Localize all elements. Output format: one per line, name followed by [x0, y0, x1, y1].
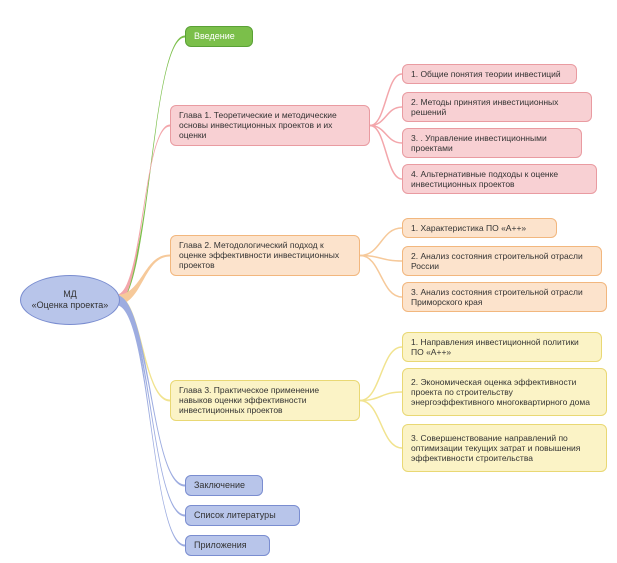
- branch-node-3: Глава 3. Практическое применение навыков…: [170, 380, 360, 421]
- child-node-2-1-label: 2. Анализ состояния строительной отрасли…: [411, 251, 593, 271]
- edge-3-2: [360, 401, 402, 449]
- child-node-1-0-label: 1. Общие понятия теории инвестиций: [411, 69, 561, 79]
- child-node-1-1-label: 2. Методы принятия инвестиционных решени…: [411, 97, 583, 117]
- root-label: МД «Оценка проекта»: [32, 289, 109, 311]
- branch-node-5: Список литературы: [185, 505, 300, 526]
- child-node-3-1: 2. Экономическая оценка эффективности пр…: [402, 368, 607, 416]
- edge-2-2: [360, 256, 402, 298]
- child-node-1-2: 3. . Управление инвестиционными проектам…: [402, 128, 582, 158]
- branch-node-2: Глава 2. Методологический подход к оценк…: [170, 235, 360, 276]
- child-node-3-2-label: 3. Совершенствование направлений по опти…: [411, 433, 598, 464]
- edge-1-0: [370, 74, 402, 126]
- edge-2-0: [360, 228, 402, 256]
- root-node: МД «Оценка проекта»: [20, 275, 120, 325]
- branch-node-6-label: Приложения: [194, 540, 247, 551]
- child-node-1-0: 1. Общие понятия теории инвестиций: [402, 64, 577, 84]
- child-node-1-3-label: 4. Альтернативные подходы к оценке инвес…: [411, 169, 588, 189]
- child-node-2-2: 3. Анализ состояния строительной отрасли…: [402, 282, 607, 312]
- branch-node-4-label: Заключение: [194, 480, 245, 491]
- child-node-3-1-label: 2. Экономическая оценка эффективности пр…: [411, 377, 598, 408]
- child-node-1-3: 4. Альтернативные подходы к оценке инвес…: [402, 164, 597, 194]
- child-node-2-0-label: 1. Характеристика ПО «А++»: [411, 223, 526, 233]
- edge-root-3: [116, 295, 170, 402]
- child-node-2-2-label: 3. Анализ состояния строительной отрасли…: [411, 287, 598, 307]
- child-node-2-0: 1. Характеристика ПО «А++»: [402, 218, 557, 238]
- branch-node-6: Приложения: [185, 535, 270, 556]
- branch-node-0-label: Введение: [194, 31, 235, 42]
- branch-node-1-label: Глава 1. Теоретические и методические ос…: [179, 110, 361, 141]
- branch-node-4: Заключение: [185, 475, 263, 496]
- branch-node-5-label: Список литературы: [194, 510, 276, 521]
- child-node-3-2: 3. Совершенствование направлений по опти…: [402, 424, 607, 472]
- child-node-2-1: 2. Анализ состояния строительной отрасли…: [402, 246, 602, 276]
- child-node-3-0: 1. Направления инвестиционной политики П…: [402, 332, 602, 362]
- child-node-1-1: 2. Методы принятия инвестиционных решени…: [402, 92, 592, 122]
- branch-node-2-label: Глава 2. Методологический подход к оценк…: [179, 240, 351, 271]
- child-node-3-0-label: 1. Направления инвестиционной политики П…: [411, 337, 593, 357]
- branch-node-3-label: Глава 3. Практическое применение навыков…: [179, 385, 351, 416]
- child-node-1-2-label: 3. . Управление инвестиционными проектам…: [411, 133, 573, 153]
- edge-root-2: [116, 255, 170, 306]
- branch-node-1: Глава 1. Теоретические и методические ос…: [170, 105, 370, 146]
- branch-node-0: Введение: [185, 26, 253, 47]
